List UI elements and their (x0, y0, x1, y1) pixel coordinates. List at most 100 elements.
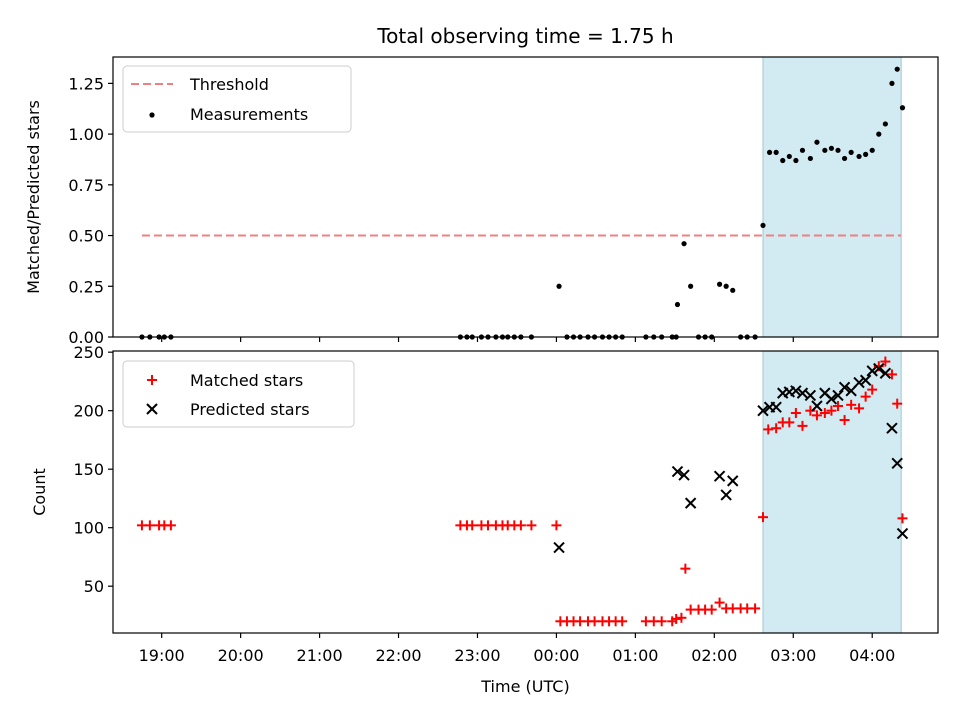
bottom-y-axis-label: Count (30, 468, 49, 516)
predicted-stars-points (553, 362, 909, 554)
matched-stars-points (136, 356, 908, 627)
measurement-point (766, 149, 773, 155)
measurement-point (828, 145, 835, 151)
matched-star-point (892, 398, 903, 409)
matched-star-point (880, 356, 891, 367)
matched-star-point (790, 408, 801, 419)
measurement-point (869, 147, 875, 153)
matched-star-point (467, 520, 478, 531)
measurement-point (835, 147, 841, 153)
top-y-axis-label: Matched/Predicted stars (24, 100, 43, 294)
measurement-point (723, 283, 729, 289)
matched-star-point (839, 415, 850, 426)
predicted-star-point (891, 457, 903, 470)
measurement-point (856, 153, 862, 160)
x-tick-label: 04:00 (849, 646, 895, 665)
predicted-star-point (866, 365, 878, 377)
predicted-star-point (811, 400, 823, 412)
predicted-star-point (859, 374, 872, 386)
top-panel-frame (112, 56, 939, 338)
x-tick-label: 19:00 (139, 646, 185, 665)
matched-star-point (846, 399, 857, 410)
x-tick-label: 01:00 (612, 646, 658, 665)
top-y-tick-label: 0.50 (68, 227, 104, 246)
matched-star-point (784, 417, 795, 428)
matched-star-point (771, 423, 782, 434)
matched-star-point (886, 369, 897, 380)
x-tick-label: 23:00 (454, 646, 500, 665)
matched-star-point (515, 520, 526, 531)
bottom-panel: 50 100 150 200 250 19:00 20:00 21:00 22:00 23:00… (30, 343, 939, 696)
matched-star-point (656, 616, 667, 627)
predicted-star-point (879, 367, 892, 379)
matched-star-point (526, 520, 537, 531)
matched-star-point (867, 384, 878, 395)
measurement-point (688, 283, 694, 289)
x-tick-label: 00:00 (533, 646, 579, 665)
top-shaded-region (762, 56, 902, 338)
top-y-tick-label: 0.25 (68, 277, 104, 296)
bottom-y-ticks: 50 100 150 200 250 (73, 343, 113, 596)
x-axis-label: Time (UTC) (480, 677, 569, 696)
top-legend-box (122, 65, 352, 133)
predicted-star-point (853, 376, 865, 389)
predicted-star-point (790, 385, 802, 397)
measurement-point (899, 105, 906, 111)
measurement-point (848, 149, 854, 155)
top-y-ticks: 0.00 0.25 0.50 0.75 1.00 1.25 (68, 74, 113, 347)
measurement-point (780, 157, 786, 164)
top-x-ticks (161, 337, 873, 342)
measurement-point (730, 287, 736, 293)
matched-star-point (165, 520, 176, 531)
x-tick-label: 20:00 (218, 646, 264, 665)
matched-star-point (758, 512, 768, 523)
predicted-star-point (684, 497, 697, 509)
legend-measurements-label: Measurements (190, 105, 308, 124)
bottom-y-tick-label: 100 (73, 519, 104, 538)
measurement-point (863, 151, 869, 157)
predicted-star-point (825, 393, 838, 405)
matched-star-point (714, 597, 725, 608)
legend-matched-swatch (147, 375, 157, 385)
matched-star-point (819, 408, 830, 419)
matched-star-point (854, 403, 865, 414)
matched-star-point (680, 563, 691, 574)
matched-star-point (617, 616, 628, 627)
matched-star-point (826, 405, 837, 416)
predicted-star-point (553, 541, 565, 554)
top-y-tick-label: 0.00 (68, 328, 104, 347)
predicted-star-point (796, 387, 809, 399)
matched-star-point (551, 520, 562, 531)
matched-star-point (676, 612, 687, 623)
legend-threshold-label: Threshold (189, 75, 269, 94)
measurement-point (799, 147, 806, 153)
x-tick-label: 21:00 (297, 646, 343, 665)
top-y-tick-label: 1.25 (68, 74, 104, 93)
predicted-star-point (720, 489, 732, 501)
matched-star-point (750, 603, 761, 614)
measurement-point (674, 301, 681, 308)
measurement-point (773, 149, 779, 155)
bottom-y-tick-label: 150 (73, 460, 104, 479)
matched-star-point (805, 405, 816, 416)
bottom-legend-box (122, 360, 355, 428)
measurement-point (876, 131, 882, 137)
predicted-star-point (727, 475, 739, 487)
measurement-point (882, 121, 888, 127)
measurement-point (841, 155, 848, 162)
predicted-star-point (838, 381, 851, 393)
predicted-star-point (757, 404, 769, 417)
matched-star-point (706, 604, 717, 615)
predicted-star-point (873, 362, 885, 375)
predicted-star-point (886, 422, 898, 434)
matched-star-point (860, 391, 871, 402)
bottom-panel-frame (112, 350, 939, 634)
predicted-star-point (770, 401, 782, 413)
bottom-x-ticks: 19:00 20:00 21:00 22:00 23:00 00:00 01:00 02:00… (139, 633, 895, 665)
predicted-star-point (832, 389, 844, 402)
matched-star-point (671, 613, 682, 624)
measurement-point (716, 281, 723, 287)
matched-star-point (811, 410, 822, 421)
top-legend: Threshold Measurements (122, 65, 352, 133)
legend-predicted-swatch (146, 403, 158, 415)
